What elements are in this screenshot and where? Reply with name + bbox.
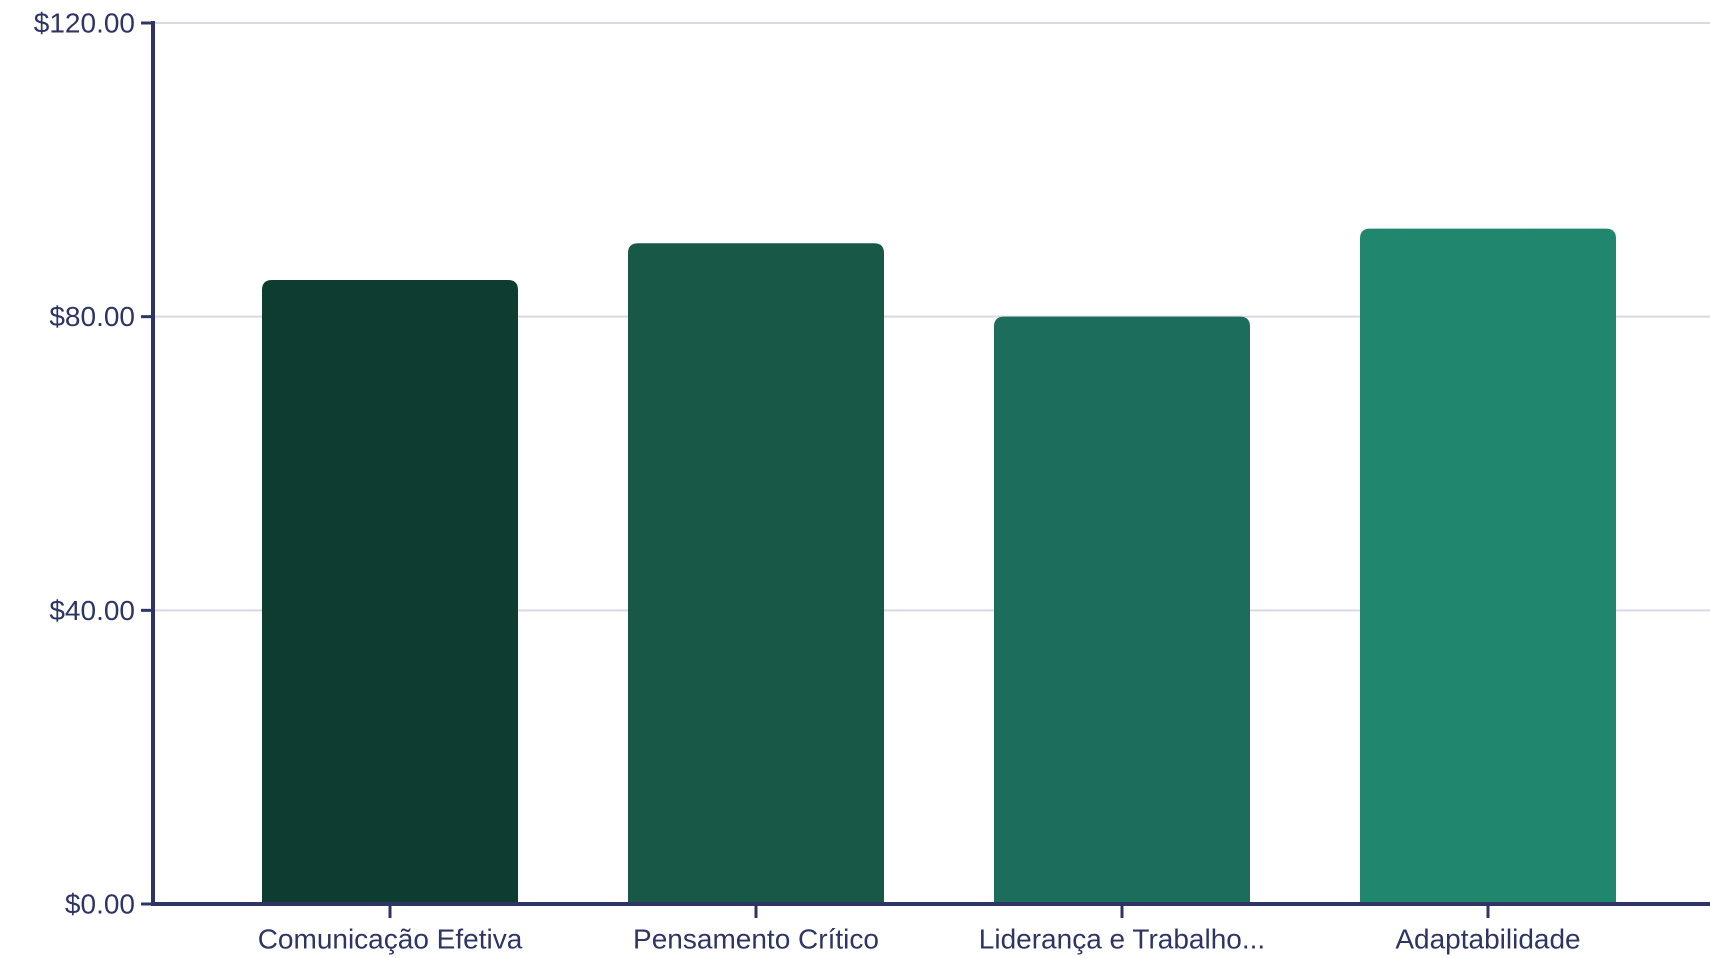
bar[interactable]	[994, 316, 1250, 905]
y-axis-ticks: $0.00 $40.00 $80.00 $120.00	[34, 8, 153, 920]
x-tick-label: Adaptabilidade	[1395, 924, 1580, 955]
y-tick-label: $120.00	[34, 8, 135, 39]
bar[interactable]	[1360, 228, 1616, 905]
x-axis-ticks: Comunicação Efetiva Pensamento Crítico Lid…	[258, 904, 1581, 955]
y-tick-label: $0.00	[65, 889, 135, 920]
y-tick-label: $80.00	[49, 301, 135, 332]
x-tick-label: Pensamento Crítico	[633, 924, 879, 955]
bars	[262, 228, 1616, 905]
bar[interactable]	[262, 279, 518, 904]
bar[interactable]	[628, 243, 884, 904]
axes	[151, 21, 1710, 906]
y-tick-label: $40.00	[49, 595, 135, 626]
x-tick-label: Liderança e Trabalho...	[979, 924, 1265, 955]
x-tick-label: Comunicação Efetiva	[258, 924, 523, 955]
